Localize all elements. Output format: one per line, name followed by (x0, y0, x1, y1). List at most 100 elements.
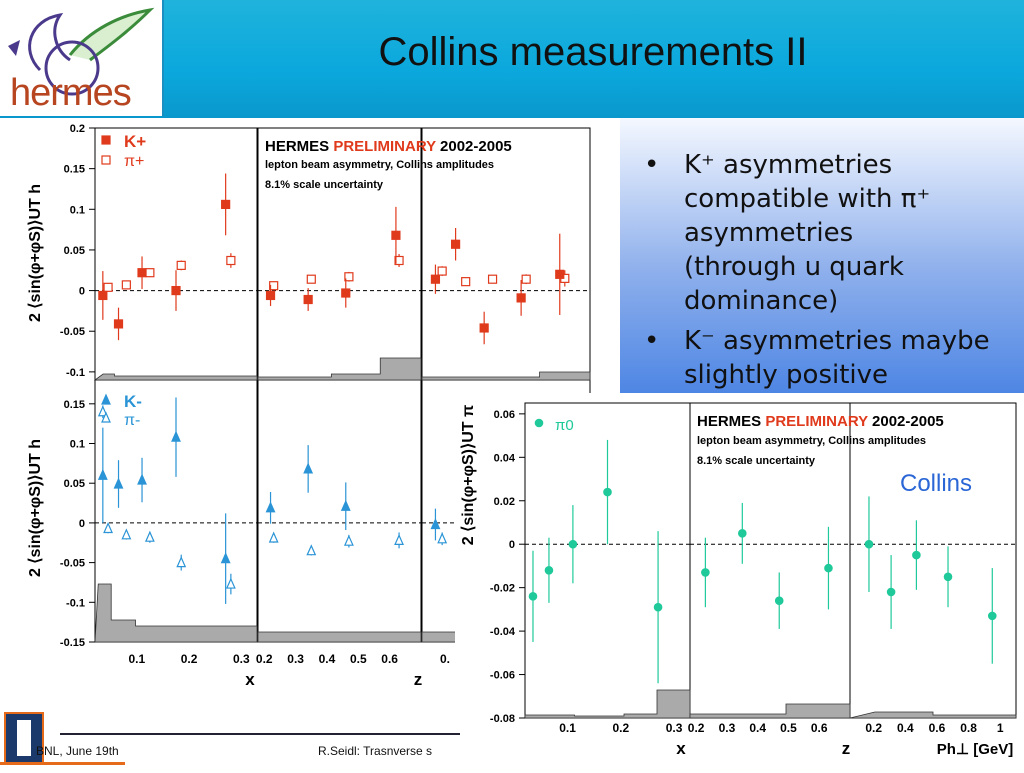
systematic-band (257, 357, 422, 381)
preliminary-title-part: HERMES (697, 413, 765, 430)
data-point (306, 274, 316, 284)
data-point (430, 274, 441, 284)
data-point (340, 499, 351, 511)
data-point (653, 602, 663, 612)
data-point (225, 577, 236, 589)
data-point (461, 277, 471, 287)
preliminary-subtitle: lepton beam asymmetry, Collins amplitude… (265, 159, 494, 171)
pi0-figure: -0.08 -0.06 -0.04 -0.02 0 0.02 0.04 0.06 0.1 0.2 0… (455, 393, 1024, 768)
systematic-band (93, 373, 258, 381)
bullet-panel: • K⁺ asymmetries compatible with π⁺ asym… (620, 118, 1024, 393)
y-tick-label: 0 (509, 539, 515, 551)
x-axis-label: Ph⊥ [GeV] (937, 741, 1013, 758)
data-point (98, 290, 108, 301)
data-point (121, 528, 132, 540)
footer-author: R.Seidl: Trasnverse s (318, 744, 433, 758)
preliminary-title-part: 2002-2005 (436, 138, 512, 155)
data-point (171, 285, 181, 296)
legend-label: π0 (555, 417, 574, 434)
y-tick-label: -0.15 (60, 637, 85, 649)
data-point (176, 260, 186, 270)
data-point (171, 430, 181, 442)
data-point (268, 531, 279, 543)
x-tick-label: 0.2 (181, 652, 198, 666)
data-point (101, 393, 111, 405)
data-point (103, 282, 113, 292)
figure-background (455, 393, 1024, 768)
data-point (487, 274, 498, 284)
x-tick-label: 0.2 (865, 721, 882, 735)
data-point (555, 269, 565, 279)
data-point (306, 544, 317, 556)
bullet-line: (through u quark (684, 252, 904, 282)
preliminary-title-part: PRELIMINARY (765, 413, 868, 430)
legend-label: π+ (124, 153, 144, 170)
header-bar (0, 0, 1024, 118)
data-point (568, 539, 578, 549)
data-point (437, 266, 447, 276)
data-point (101, 411, 111, 423)
data-point (544, 565, 554, 575)
x-tick-label: 0.4 (897, 721, 914, 735)
y-tick-label: 0.02 (494, 496, 515, 508)
y-tick-label: -0.08 (490, 713, 515, 725)
legend-label: K+ (124, 132, 146, 151)
y-tick-label: -0.05 (60, 326, 85, 338)
data-point (430, 518, 441, 530)
x-tick-label: 0.5 (780, 721, 797, 735)
collins-annotation: Collins (900, 470, 972, 497)
data-point (394, 255, 404, 266)
systematic-band (257, 631, 422, 643)
preliminary-title-part: 2002-2005 (868, 413, 944, 430)
bullet-line: slightly positive (684, 360, 889, 390)
data-point (516, 293, 526, 303)
y-tick-label: -0.02 (490, 583, 515, 595)
data-point (137, 473, 147, 485)
data-point (121, 280, 131, 290)
hermes-logo-graphic (8, 7, 155, 96)
systematic-band (94, 583, 258, 643)
data-point (603, 487, 612, 497)
x-axis-label: x (676, 739, 686, 758)
data-point (265, 501, 276, 513)
bullet-line: K⁺ asymmetries (684, 150, 893, 180)
y-tick-label: 0 (79, 518, 85, 530)
y-tick-label: -0.1 (66, 597, 85, 609)
preliminary-title-part: PRELIMINARY (333, 138, 436, 155)
x-tick-label: 0.6 (811, 721, 828, 735)
data-point (479, 323, 489, 333)
x-tick-label: 0.3 (287, 652, 304, 666)
x-tick-label: 0.5 (350, 652, 367, 666)
data-point (97, 405, 108, 417)
data-point (528, 592, 538, 601)
data-point (113, 319, 124, 329)
preliminary-title: HERMES PRELIMINARY 2002-2005 (697, 413, 944, 430)
data-point (912, 550, 921, 560)
legend-label: K- (124, 392, 142, 411)
x-tick-label: 0.2 (256, 652, 273, 666)
bullet-item: • K⁻ asymmetries maybe slightly positive (644, 326, 990, 390)
footer-accent (0, 762, 125, 765)
data-point (137, 268, 147, 278)
footer-location: BNL, June 19th (36, 744, 119, 758)
y-tick-label: -0.06 (490, 670, 515, 682)
data-point (303, 294, 313, 305)
y-axis-label: 2 ⟨sin(φ+φS)⟩UT h (27, 184, 44, 322)
y-axis-label: 2 ⟨sin(φ+φS)⟩UT π (460, 405, 477, 546)
y-tick-label: 0.05 (64, 245, 85, 257)
logo-text: hermes (10, 72, 132, 114)
y-tick-label: -0.05 (60, 558, 85, 570)
data-point (886, 587, 896, 597)
x-tick-label: 0.4 (319, 652, 336, 666)
data-point (534, 418, 544, 428)
preliminary-subtitle: lepton beam asymmetry, Collins amplitude… (697, 435, 926, 447)
x-tick-label: 1 (997, 721, 1004, 735)
page-title: Collins measurements II (378, 30, 808, 74)
data-point (824, 563, 833, 573)
systematic-band (524, 689, 691, 719)
y-tick-label: 0.15 (64, 164, 85, 176)
bullet-item: • K⁺ asymmetries compatible with π⁺ asym… (644, 150, 931, 316)
data-point (343, 534, 354, 546)
data-point (774, 596, 784, 605)
y-tick-label: 0.1 (70, 204, 85, 216)
